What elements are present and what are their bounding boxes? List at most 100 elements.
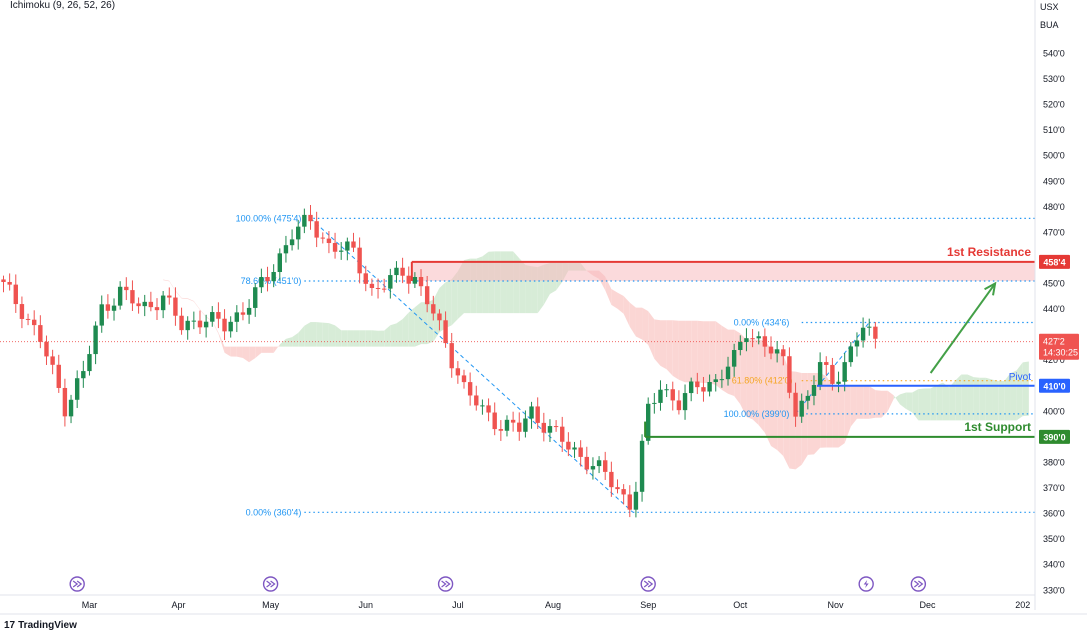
candle-body (259, 277, 264, 288)
price-tick-label: 370'0 (1043, 483, 1065, 493)
cloud-segment-bearish (728, 329, 735, 397)
candle-body (553, 426, 559, 428)
candle-body (670, 389, 675, 401)
cloud-segment-bullish (893, 394, 900, 405)
time-tick-label: 202 (1015, 600, 1030, 610)
cloud-segment-bullish (1022, 361, 1029, 417)
fib-level-label: 100.00% (475'4) (236, 213, 302, 223)
candle-body (793, 392, 798, 417)
time-tick-label: Oct (733, 600, 748, 610)
tradingview-brand: TradingView (18, 620, 77, 631)
projection-arrow-line (929, 282, 996, 374)
cloud-segment-bullish (445, 279, 452, 329)
cloud-segment-bearish (224, 346, 231, 357)
candle-body (627, 494, 632, 510)
candle-body (289, 239, 295, 246)
candle-body (136, 303, 141, 307)
cloud-segment-bullish (365, 330, 372, 347)
candle-body (498, 429, 504, 431)
time-tick-label: Nov (827, 600, 844, 610)
candle-body (400, 267, 405, 276)
cloud-segment-bullish (433, 288, 440, 342)
candle-body (744, 338, 749, 343)
candle-body (449, 343, 454, 369)
price-tick-label: 420'0 (1043, 355, 1065, 365)
fast-forward-event-icon (437, 576, 454, 592)
candle-body (762, 336, 768, 347)
candle-body (406, 275, 411, 284)
candle-body (351, 241, 356, 248)
price-tick-label: 540'0 (1043, 49, 1065, 59)
candle-body (811, 385, 817, 396)
resistance-zone (411, 261, 1035, 281)
cloud-segment-bearish (242, 346, 250, 363)
candle-body (296, 226, 301, 240)
candle-body (590, 466, 596, 470)
time-tick-label: May (262, 600, 280, 610)
fast-forward-event-icon (640, 576, 656, 592)
cloud-segment-bearish (856, 386, 864, 419)
cloud-segment-bearish (734, 329, 741, 405)
cloud-segment-bearish (642, 307, 649, 345)
candle-body (173, 297, 178, 316)
event-icon-glyph (863, 580, 869, 588)
fast-forward-event-icon (69, 576, 85, 592)
cloud-segment-bearish (697, 320, 704, 383)
cloud-segment-bearish (691, 320, 698, 383)
cloud-segment-bearish (771, 348, 778, 451)
candle-body (62, 387, 68, 417)
candle-body (222, 318, 227, 332)
candle-body (731, 350, 737, 367)
cloud-segment-bearish (218, 332, 225, 353)
cloud-segment-bullish (414, 302, 422, 347)
candle-body (240, 312, 246, 315)
candle-body (566, 441, 571, 450)
candle-body (56, 364, 61, 388)
candle-body (191, 320, 197, 322)
time-tick-label: Dec (920, 600, 937, 610)
cloud-segment-bullish (371, 330, 379, 347)
cloud-segment-bearish (261, 346, 268, 353)
cloud-segment-bearish (869, 386, 876, 419)
cloud-segment-bullish (396, 319, 403, 347)
lightning-event-icon (858, 576, 874, 592)
candle-body (695, 381, 700, 388)
candle-body (467, 382, 473, 396)
candle-body (873, 326, 878, 339)
tradingview-logo[interactable]: 17 TradingView (4, 620, 77, 631)
cloud-segment-bearish (605, 276, 612, 305)
candle-body (7, 282, 12, 285)
cloud-segment-bearish (249, 346, 256, 363)
candle-body (283, 245, 289, 254)
cloud-segment-bearish (844, 386, 851, 444)
candle-body (738, 342, 743, 351)
cloud-segment-bearish (666, 320, 673, 376)
price-tag (1039, 378, 1070, 393)
candle-body (19, 304, 25, 319)
candle-body (339, 250, 344, 252)
candle-body (13, 284, 18, 305)
fast-forward-event-icon (262, 576, 279, 592)
cloud-segment-bearish (660, 320, 667, 370)
price-tick-label: 490'0 (1043, 176, 1065, 186)
ichimoku-indicator-label[interactable]: Ichimoku (9, 26, 52, 26) (10, 0, 116, 11)
candle-body (682, 393, 688, 411)
candle-body (87, 354, 92, 372)
cloud-segment-bearish (611, 289, 618, 309)
candle-body (646, 403, 651, 441)
candle-body (167, 295, 172, 298)
cloud-segment-bullish (1010, 370, 1017, 421)
candle-body (572, 447, 577, 450)
candle-body (210, 312, 215, 322)
projection-arrow-head (984, 281, 997, 296)
cloud-segment-bullish (899, 392, 907, 410)
tradingview-mark-icon: 17 (4, 620, 16, 631)
level-label: Pivot (1009, 372, 1031, 383)
candle-body (124, 286, 129, 291)
candle-body (105, 304, 111, 311)
candle-body (363, 273, 368, 284)
candle-body (707, 382, 712, 392)
candle-body (615, 487, 620, 490)
cloud-segment-bullish (973, 377, 980, 421)
